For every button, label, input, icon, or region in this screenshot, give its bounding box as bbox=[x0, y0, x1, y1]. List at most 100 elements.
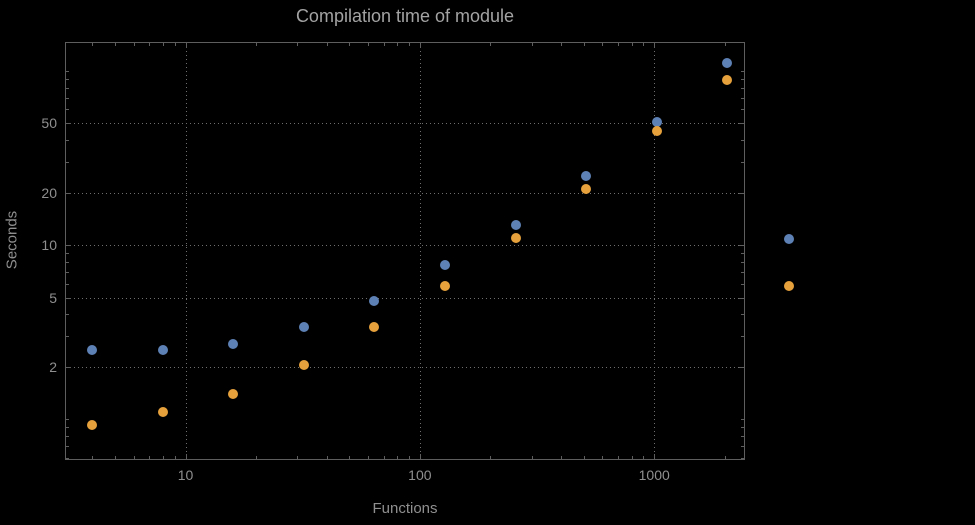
x-tick-mark bbox=[326, 43, 328, 46]
x-tick-mark bbox=[92, 43, 94, 46]
gridline-horizontal bbox=[66, 366, 744, 368]
y-tick-mark bbox=[741, 109, 744, 111]
y-tick-mark bbox=[66, 87, 69, 89]
y-tick-mark bbox=[66, 366, 71, 368]
y-tick-mark bbox=[741, 78, 744, 80]
x-tick-mark bbox=[397, 456, 399, 459]
gridline-horizontal bbox=[66, 297, 744, 299]
x-tick-label: 100 bbox=[408, 467, 432, 483]
y-tick-mark bbox=[739, 123, 744, 125]
y-tick-mark bbox=[66, 140, 69, 142]
data-point-series-2-orange bbox=[651, 126, 662, 137]
data-point-series-2-orange bbox=[369, 321, 380, 332]
x-tick-mark bbox=[297, 43, 299, 46]
x-tick-mark bbox=[560, 456, 562, 459]
y-tick-label: 20 bbox=[41, 184, 57, 201]
y-tick-mark bbox=[66, 192, 71, 194]
data-point-series-1-blue bbox=[298, 321, 309, 332]
data-point-series-1-blue bbox=[581, 170, 592, 181]
x-tick-mark bbox=[383, 43, 385, 46]
x-tick-mark bbox=[397, 43, 399, 46]
data-point-series-1-blue bbox=[722, 58, 733, 69]
x-tick-label: 10 bbox=[177, 467, 194, 483]
legend-swatch-2 bbox=[784, 281, 794, 291]
x-tick-mark bbox=[174, 43, 176, 46]
x-tick-mark bbox=[149, 456, 151, 459]
x-tick-mark bbox=[92, 456, 94, 459]
y-tick-mark bbox=[739, 245, 744, 247]
y-tick-mark bbox=[741, 161, 744, 163]
x-tick-mark bbox=[383, 456, 385, 459]
x-tick-mark bbox=[631, 456, 633, 459]
y-tick-mark bbox=[66, 458, 69, 460]
x-tick-mark bbox=[602, 43, 604, 46]
y-tick-mark bbox=[741, 458, 744, 460]
x-tick-mark bbox=[185, 454, 187, 459]
x-tick-mark bbox=[531, 43, 533, 46]
data-point-series-2-orange bbox=[510, 232, 521, 243]
y-tick-mark bbox=[66, 109, 69, 111]
data-point-series-1-blue bbox=[157, 345, 168, 356]
data-point-series-2-orange bbox=[157, 407, 168, 418]
x-tick-mark bbox=[367, 43, 369, 46]
x-tick-mark bbox=[654, 454, 656, 459]
y-tick-mark bbox=[66, 419, 69, 421]
y-tick-mark bbox=[741, 436, 744, 438]
gridline-horizontal bbox=[66, 245, 744, 247]
x-tick-mark bbox=[643, 456, 645, 459]
x-tick-mark bbox=[133, 456, 135, 459]
x-tick-mark bbox=[349, 43, 351, 46]
data-point-series-1-blue bbox=[87, 345, 98, 356]
gridline-vertical bbox=[654, 43, 656, 459]
data-point-series-2-orange bbox=[581, 183, 592, 194]
y-tick-mark bbox=[66, 283, 69, 285]
y-tick-label: 2 bbox=[49, 358, 57, 375]
data-point-series-1-blue bbox=[369, 295, 380, 306]
x-tick-mark bbox=[162, 43, 164, 46]
y-tick-mark bbox=[741, 272, 744, 274]
x-axis-label: Functions bbox=[372, 500, 438, 517]
y-tick-mark bbox=[66, 314, 69, 316]
gridline-horizontal bbox=[66, 123, 744, 125]
y-tick-mark bbox=[741, 97, 744, 99]
x-tick-mark bbox=[419, 43, 421, 48]
y-tick-mark bbox=[66, 70, 69, 72]
x-tick-mark bbox=[162, 456, 164, 459]
y-tick-mark bbox=[739, 366, 744, 368]
y-tick-mark bbox=[66, 252, 69, 254]
y-tick-mark bbox=[66, 97, 69, 99]
x-tick-mark bbox=[326, 456, 328, 459]
y-tick-label: 5 bbox=[49, 289, 57, 306]
chart-title: Compilation time of module bbox=[295, 6, 515, 26]
x-tick-mark bbox=[643, 43, 645, 46]
data-point-series-1-blue bbox=[510, 220, 521, 231]
y-tick-mark bbox=[741, 427, 744, 429]
x-tick-mark bbox=[133, 43, 135, 46]
legend bbox=[784, 234, 794, 291]
y-tick-mark bbox=[741, 283, 744, 285]
x-tick-mark bbox=[560, 43, 562, 46]
x-tick-label: 1000 bbox=[638, 467, 670, 483]
data-point-series-1-blue bbox=[439, 259, 450, 270]
x-tick-mark bbox=[654, 43, 656, 48]
y-tick-mark bbox=[66, 336, 69, 338]
y-tick-mark bbox=[741, 252, 744, 254]
x-tick-mark bbox=[724, 456, 726, 459]
data-point-series-2-orange bbox=[298, 360, 309, 371]
y-tick-mark bbox=[66, 261, 69, 263]
x-tick-mark bbox=[114, 43, 116, 46]
y-tick-mark bbox=[741, 336, 744, 338]
x-tick-mark bbox=[409, 456, 411, 459]
y-tick-mark bbox=[741, 314, 744, 316]
gridline-vertical bbox=[185, 43, 187, 459]
y-tick-mark bbox=[741, 140, 744, 142]
x-tick-mark bbox=[149, 43, 151, 46]
x-tick-mark bbox=[617, 456, 619, 459]
y-tick-mark bbox=[66, 272, 69, 274]
y-tick-label: 50 bbox=[41, 115, 57, 132]
x-tick-mark bbox=[349, 456, 351, 459]
x-tick-mark bbox=[583, 456, 585, 459]
x-tick-mark bbox=[490, 456, 492, 459]
y-tick-mark bbox=[66, 297, 71, 299]
